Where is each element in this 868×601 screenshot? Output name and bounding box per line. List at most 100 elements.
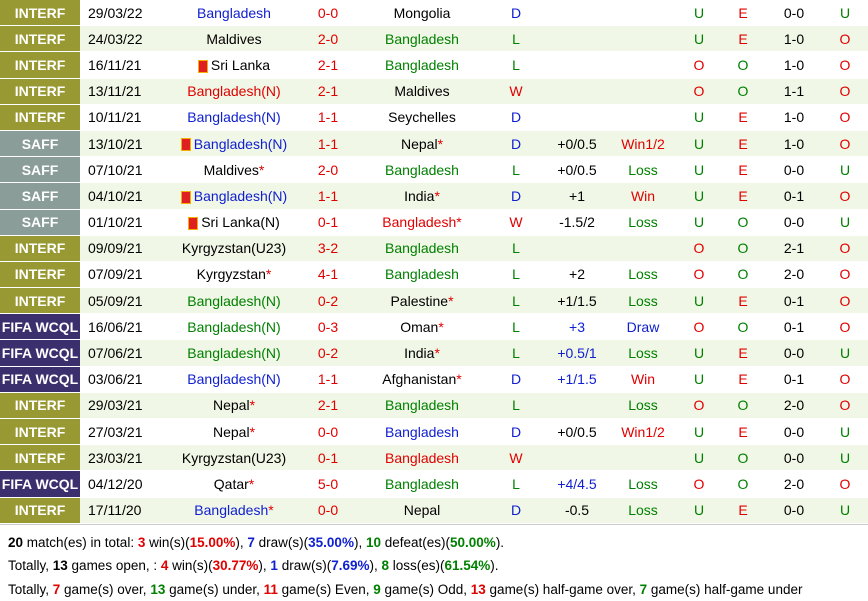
result: L xyxy=(486,156,546,184)
score[interactable]: 4-1 xyxy=(298,261,358,289)
score[interactable]: 0-0 xyxy=(298,418,358,446)
score[interactable]: 5-0 xyxy=(298,470,358,498)
even-odd-text: O xyxy=(737,475,749,492)
home-team[interactable]: Bangladesh* xyxy=(170,497,298,524)
away-team[interactable]: Palestine* xyxy=(358,287,486,315)
league-badge[interactable]: INTERF xyxy=(0,104,80,131)
league-badge[interactable]: INTERF xyxy=(0,25,80,53)
result-text: L xyxy=(512,318,520,335)
home-team[interactable]: Bangladesh(N) xyxy=(170,78,298,105)
score[interactable]: 0-0 xyxy=(298,497,358,524)
result: D xyxy=(486,0,546,27)
score[interactable]: 3-2 xyxy=(298,235,358,262)
away-team[interactable]: India* xyxy=(358,182,486,210)
home-marker: * xyxy=(434,187,440,204)
league-badge[interactable]: INTERF xyxy=(0,78,80,105)
home-team[interactable]: Bangladesh xyxy=(170,0,298,27)
score[interactable]: 2-1 xyxy=(298,392,358,420)
match-date-text: 16/06/21 xyxy=(88,318,143,335)
home-team[interactable]: Maldives xyxy=(170,25,298,53)
away-team[interactable]: Bangladesh xyxy=(358,25,486,53)
league-badge-text: SAFF xyxy=(21,161,59,178)
home-team[interactable]: Bangladesh(N) xyxy=(170,313,298,341)
over-under-text: U xyxy=(693,4,705,21)
half-time-score-text: 2-0 xyxy=(783,266,805,283)
away-team[interactable]: India* xyxy=(358,339,486,367)
result-text: L xyxy=(512,345,520,362)
away-team[interactable]: Afghanistan* xyxy=(358,366,486,393)
home-team[interactable]: Kyrgyzstan(U23) xyxy=(170,235,298,262)
away-team[interactable]: Bangladesh xyxy=(358,51,486,79)
league-badge[interactable]: INTERF xyxy=(0,235,80,262)
home-team[interactable]: Sri Lanka xyxy=(170,51,298,79)
score[interactable]: 0-1 xyxy=(298,444,358,472)
home-team[interactable]: Kyrgyzstan(U23) xyxy=(170,444,298,472)
half-time-score: 2-0 xyxy=(766,470,822,498)
away-team[interactable]: Bangladesh* xyxy=(358,209,486,236)
home-team[interactable]: Bangladesh(N) xyxy=(170,130,298,158)
score[interactable]: 1-1 xyxy=(298,130,358,158)
home-team[interactable]: Bangladesh(N) xyxy=(170,182,298,210)
league-badge[interactable]: FIFA WCQL xyxy=(0,470,80,498)
home-team[interactable]: Bangladesh(N) xyxy=(170,366,298,393)
league-badge[interactable]: FIFA WCQL xyxy=(0,339,80,367)
away-team[interactable]: Seychelles xyxy=(358,104,486,131)
score[interactable]: 1-1 xyxy=(298,104,358,131)
score[interactable]: 0-2 xyxy=(298,339,358,367)
score[interactable]: 0-1 xyxy=(298,209,358,236)
league-badge[interactable]: INTERF xyxy=(0,0,80,27)
score[interactable]: 0-3 xyxy=(298,313,358,341)
home-team[interactable]: Bangladesh(N) xyxy=(170,339,298,367)
score[interactable]: 1-1 xyxy=(298,366,358,393)
result: D xyxy=(486,418,546,446)
match-date: 17/11/20 xyxy=(80,497,170,524)
score[interactable]: 2-0 xyxy=(298,156,358,184)
away-team[interactable]: Bangladesh xyxy=(358,235,486,262)
league-badge[interactable]: INTERF xyxy=(0,418,80,446)
league-badge[interactable]: INTERF xyxy=(0,287,80,315)
league-badge[interactable]: SAFF xyxy=(0,209,80,236)
home-team[interactable]: Bangladesh(N) xyxy=(170,104,298,131)
home-team[interactable]: Kyrgyzstan* xyxy=(170,261,298,289)
away-team-name: Afghanistan xyxy=(382,371,457,388)
home-team[interactable]: Maldives* xyxy=(170,156,298,184)
score[interactable]: 2-1 xyxy=(298,78,358,105)
away-team[interactable]: Bangladesh xyxy=(358,418,486,446)
away-team[interactable]: Nepal* xyxy=(358,130,486,158)
away-team[interactable]: Bangladesh xyxy=(358,470,486,498)
league-badge[interactable]: SAFF xyxy=(0,182,80,210)
away-team[interactable]: Mongolia xyxy=(358,0,486,27)
league-badge[interactable]: FIFA WCQL xyxy=(0,366,80,393)
away-team[interactable]: Maldives xyxy=(358,78,486,105)
league-badge[interactable]: INTERF xyxy=(0,51,80,79)
home-team[interactable]: Nepal* xyxy=(170,418,298,446)
league-badge[interactable]: INTERF xyxy=(0,392,80,420)
home-team[interactable]: Nepal* xyxy=(170,392,298,420)
home-team[interactable]: Bangladesh(N) xyxy=(170,287,298,315)
handicap: +3 xyxy=(546,313,608,341)
half-over-under: O xyxy=(822,235,868,262)
away-team[interactable]: Bangladesh xyxy=(358,156,486,184)
away-team[interactable]: Bangladesh xyxy=(358,261,486,289)
score[interactable]: 1-1 xyxy=(298,182,358,210)
away-team[interactable]: Nepal xyxy=(358,497,486,524)
even-odd-text: O xyxy=(737,83,749,100)
league-badge[interactable]: INTERF xyxy=(0,444,80,472)
score[interactable]: 2-1 xyxy=(298,51,358,79)
score[interactable]: 2-0 xyxy=(298,25,358,53)
league-badge[interactable]: INTERF xyxy=(0,497,80,524)
league-badge[interactable]: FIFA WCQL xyxy=(0,313,80,341)
home-team[interactable]: Qatar* xyxy=(170,470,298,498)
league-badge-text: SAFF xyxy=(21,135,59,152)
even-odd: E xyxy=(720,104,766,131)
league-badge[interactable]: SAFF xyxy=(0,156,80,184)
away-team[interactable]: Bangladesh xyxy=(358,392,486,420)
score[interactable]: 0-2 xyxy=(298,287,358,315)
league-badge[interactable]: INTERF xyxy=(0,261,80,289)
league-badge[interactable]: SAFF xyxy=(0,130,80,158)
away-team[interactable]: Oman* xyxy=(358,313,486,341)
score[interactable]: 0-0 xyxy=(298,0,358,27)
away-team[interactable]: Bangladesh xyxy=(358,444,486,472)
home-team[interactable]: Sri Lanka(N) xyxy=(170,209,298,236)
home-team-name: Bangladesh xyxy=(197,4,271,21)
